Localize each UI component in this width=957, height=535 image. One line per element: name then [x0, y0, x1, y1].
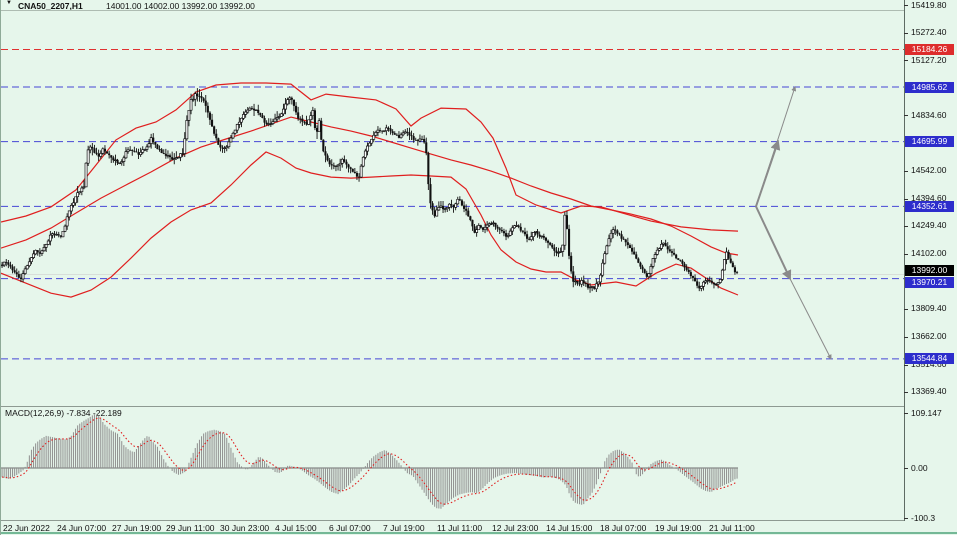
- blue-level-badge: 13544.84: [905, 353, 954, 364]
- price-tick-label-mark: [904, 337, 908, 338]
- time-axis-label: 12 Jul 23:00: [492, 523, 539, 533]
- price-tick-label: 15127.20: [911, 55, 947, 65]
- bb-middle-band: [1, 116, 739, 256]
- macd-plot[interactable]: [1, 407, 904, 520]
- time-axis-label: 21 Jul 11:00: [709, 523, 755, 533]
- price-tick-label: 14542.00: [911, 165, 947, 175]
- forecast-arrow[interactable]: [755, 206, 792, 281]
- macd-values: -7.834 -22.189: [66, 408, 122, 418]
- time-axis-label: 30 Jun 23:00: [220, 523, 270, 533]
- current-price-badge: 13992.00: [905, 265, 954, 276]
- price-tick-label-mark: [904, 309, 908, 310]
- candle-wicks: [1, 88, 738, 293]
- blue-level-badge: 13970.21: [905, 277, 954, 288]
- price-tick-label-mark: [904, 60, 908, 61]
- price-tick-label: 13514.60: [911, 359, 947, 369]
- time-axis-label: 29 Jun 11:00: [166, 523, 215, 533]
- bb-lower-band: [1, 151, 739, 298]
- macd-scale-label-mark: [904, 518, 908, 519]
- time-axis-label: 22 Jun 2022: [3, 523, 50, 533]
- bb-upper-band: [1, 82, 739, 232]
- red-level-badge: 15184.26: [905, 44, 954, 55]
- price-tick-label-mark: [904, 171, 908, 172]
- price-tick-label: 14249.40: [911, 220, 947, 230]
- macd-scale-label: -100.3: [911, 513, 936, 523]
- price-tick-label: 13369.40: [911, 386, 947, 396]
- price-tick-label: 14834.60: [911, 110, 947, 120]
- time-axis-separator: [1, 520, 904, 521]
- time-axis-label: 14 Jul 15:00: [546, 523, 593, 533]
- price-tick-label-mark: [904, 115, 908, 116]
- time-axis-label: 24 Jun 07:00: [57, 523, 107, 533]
- time-axis-label: 19 Jul 19:00: [655, 523, 702, 533]
- price-tick-label: 15272.40: [911, 27, 947, 37]
- forecast-arrow[interactable]: [789, 278, 832, 360]
- macd-indicator-label: MACD(12,26,9) -7.834 -22.189: [5, 408, 122, 418]
- time-axis-label: 4 Jul 15:00: [275, 523, 317, 533]
- chart-menu-icon[interactable]: ▼: [6, 0, 12, 6]
- price-tick-label-mark: [904, 199, 908, 200]
- macd-pane-separator[interactable]: [1, 406, 904, 407]
- bull-candle-bodies: [1, 93, 728, 290]
- time-axis-label: 18 Jul 07:00: [600, 523, 647, 533]
- macd-scale-label: 0.00: [911, 463, 928, 473]
- price-tick-label-mark: [904, 226, 908, 227]
- time-axis-label: 7 Jul 19:00: [383, 523, 425, 533]
- time-axis-label: 11 Jul 11:00: [437, 523, 483, 533]
- macd-scale-label-mark: [904, 413, 908, 414]
- price-tick-label: 15419.80: [911, 0, 947, 10]
- price-tick-label-mark: [904, 33, 908, 34]
- macd-scale-label: 109.147: [911, 408, 942, 418]
- blue-level-badge: 14695.99: [905, 136, 954, 147]
- macd-scale-label-mark: [904, 468, 908, 469]
- price-axis[interactable]: 15419.80 15272.40 15127.20 14834.60 14542.00…: [904, 0, 957, 535]
- macd-histogram: [1, 414, 738, 509]
- price-tick-label-mark: [904, 392, 908, 393]
- chart-title-symbol: CNA50_2207,H1: [18, 1, 83, 11]
- chart-title-quotes: 14001.00 14002.00 13992.00 13992.00: [106, 1, 255, 11]
- time-axis-label: 27 Jun 19:00: [112, 523, 162, 533]
- window-bottom-edge: [1, 532, 957, 534]
- price-axis-divider: [904, 0, 905, 521]
- time-axis-label: 6 Jul 07:00: [329, 523, 371, 533]
- price-tick-label-mark: [904, 5, 908, 6]
- price-tick-label-mark: [904, 365, 908, 366]
- macd-name: MACD(12,26,9): [5, 408, 65, 418]
- chart-title-bar: ▼ CNA50_2207,H1 14001.00 14002.00 13992.…: [1, 0, 904, 11]
- price-tick-label: 13809.40: [911, 303, 947, 313]
- price-chart-plot[interactable]: [1, 10, 904, 407]
- time-axis[interactable]: 22 Jun 2022 24 Jun 07:00 27 Jun 19:00 29 Ju…: [1, 521, 904, 533]
- price-tick-label: 13662.00: [911, 331, 947, 341]
- blue-level-badge: 14352.61: [905, 201, 954, 212]
- price-tick-label-mark: [904, 254, 908, 255]
- blue-level-badge: 14985.62: [905, 82, 954, 93]
- price-tick-label: 14102.00: [911, 248, 947, 258]
- forecast-arrow[interactable]: [755, 139, 781, 207]
- price-tick-label: 14394.60: [911, 193, 947, 203]
- plot-top-border: [1, 10, 904, 11]
